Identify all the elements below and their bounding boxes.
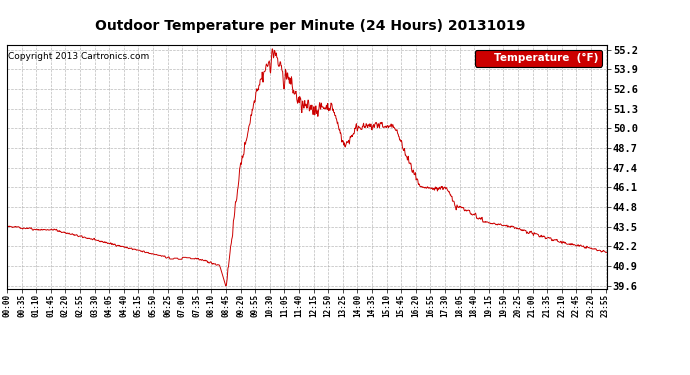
Text: Copyright 2013 Cartronics.com: Copyright 2013 Cartronics.com [8,53,149,61]
Text: Outdoor Temperature per Minute (24 Hours) 20131019: Outdoor Temperature per Minute (24 Hours… [95,19,526,33]
Legend: Temperature  (°F): Temperature (°F) [475,50,602,66]
